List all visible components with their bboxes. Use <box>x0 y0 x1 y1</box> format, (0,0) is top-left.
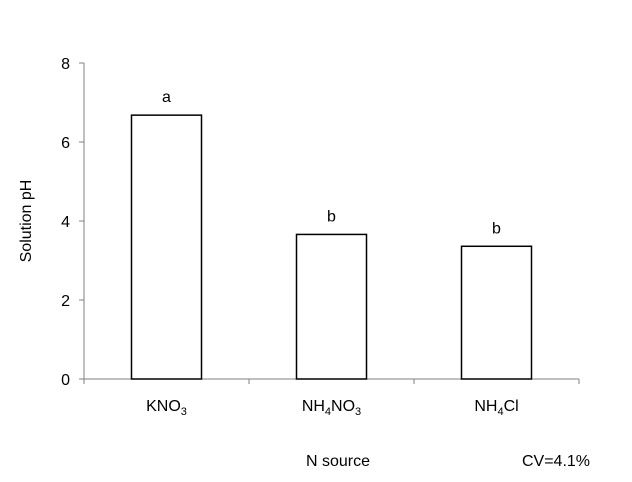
bar <box>295 233 368 380</box>
y-tick-label: 8 <box>61 56 70 73</box>
cv-annotation: CV=4.1% <box>522 453 590 470</box>
significance-letter: a <box>162 89 171 106</box>
chart-labels: a KNO3 b NH4NO3 b NH4Cl <box>146 89 519 418</box>
y-axis-label: Solution pH <box>18 180 35 263</box>
y-tick-label: 4 <box>61 214 70 231</box>
chart-bars <box>130 114 533 380</box>
y-tick-label: 0 <box>61 372 70 389</box>
x-tick-label: KNO3 <box>146 398 187 418</box>
bar <box>130 114 203 380</box>
x-tick-label: NH4Cl <box>474 398 518 418</box>
significance-letter: b <box>327 208 336 225</box>
x-axis-label: N source <box>306 453 370 470</box>
x-tick-label: NH4NO3 <box>302 398 361 418</box>
y-tick-label: 6 <box>61 135 70 152</box>
y-tick-label: 2 <box>61 293 70 310</box>
significance-letter: b <box>492 220 501 237</box>
bar <box>460 245 533 380</box>
